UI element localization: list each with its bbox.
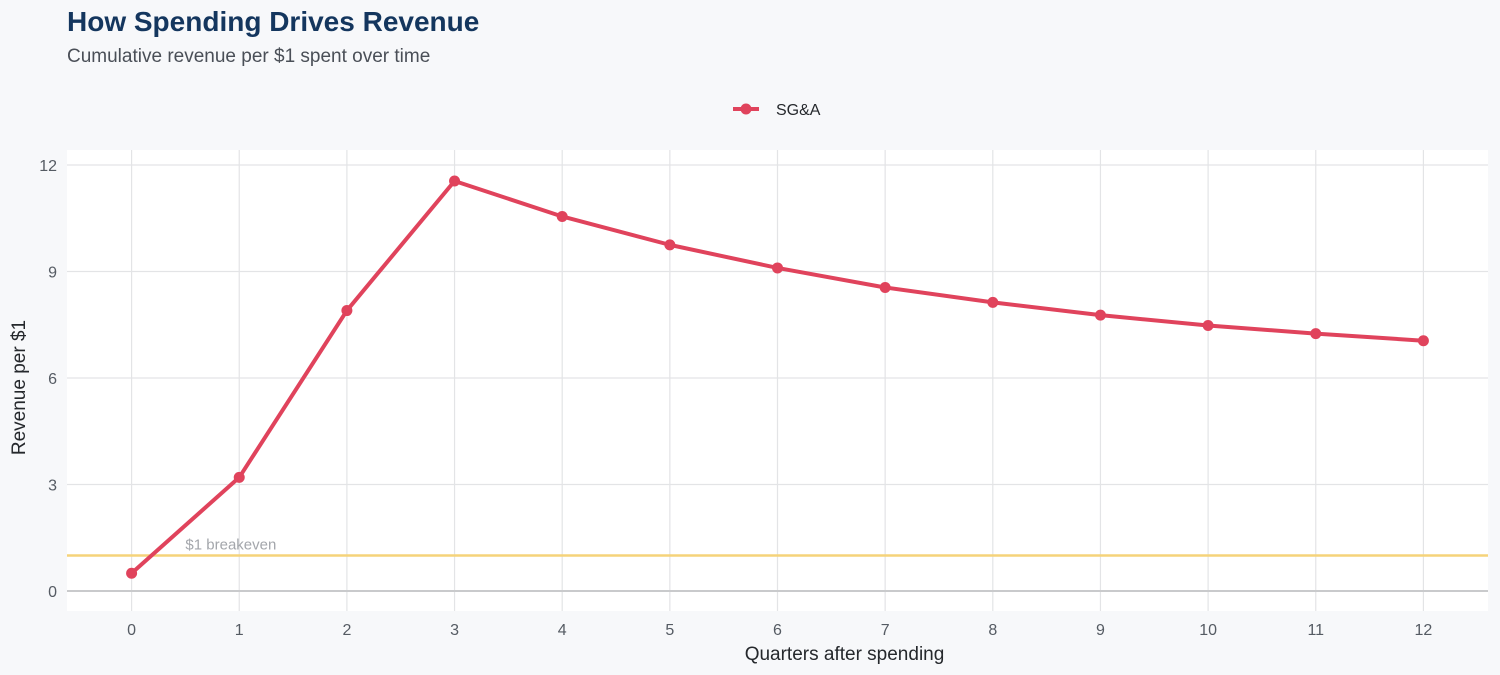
data-point <box>1310 328 1322 340</box>
x-tick-label: 1 <box>235 622 244 639</box>
y-tick-label: 6 <box>48 371 57 388</box>
x-tick-label: 6 <box>773 622 782 639</box>
x-tick-label: 8 <box>988 622 997 639</box>
x-tick-label: 9 <box>1096 622 1105 639</box>
x-tick-label: 10 <box>1199 622 1217 639</box>
x-tick-label: 5 <box>665 622 674 639</box>
y-tick-label: 3 <box>48 478 57 495</box>
x-tick-label: 0 <box>127 622 136 639</box>
data-point <box>664 239 676 251</box>
legend: SG&A <box>733 102 821 119</box>
x-tick-label: 2 <box>342 622 351 639</box>
y-axis-title: Revenue per $1 <box>9 320 30 455</box>
y-tick-label: 9 <box>48 265 57 282</box>
data-point <box>987 296 999 308</box>
data-point <box>449 175 461 187</box>
x-tick-label: 11 <box>1307 622 1324 639</box>
data-point <box>1417 335 1429 347</box>
breakeven-label: $1 breakeven <box>185 537 276 554</box>
data-point <box>556 210 568 222</box>
data-point <box>879 281 891 293</box>
data-point <box>341 305 353 317</box>
legend-label: SG&A <box>776 102 821 119</box>
x-axis-title: Quarters after spending <box>745 644 945 665</box>
data-point <box>126 567 138 579</box>
legend-swatch-point <box>740 103 752 115</box>
y-tick-label: 0 <box>48 584 57 601</box>
data-point <box>1094 309 1106 321</box>
data-point <box>233 471 245 483</box>
x-tick-label: 7 <box>881 622 890 639</box>
chart-subtitle: Cumulative revenue per $1 spent over tim… <box>67 46 431 67</box>
y-tick-label: 12 <box>39 158 57 175</box>
chart-title: How Spending Drives Revenue <box>67 6 480 37</box>
x-tick-label: 12 <box>1415 622 1433 639</box>
x-tick-label: 3 <box>450 622 459 639</box>
x-tick-label: 4 <box>558 622 567 639</box>
data-point <box>1202 319 1214 331</box>
data-point <box>772 262 783 274</box>
